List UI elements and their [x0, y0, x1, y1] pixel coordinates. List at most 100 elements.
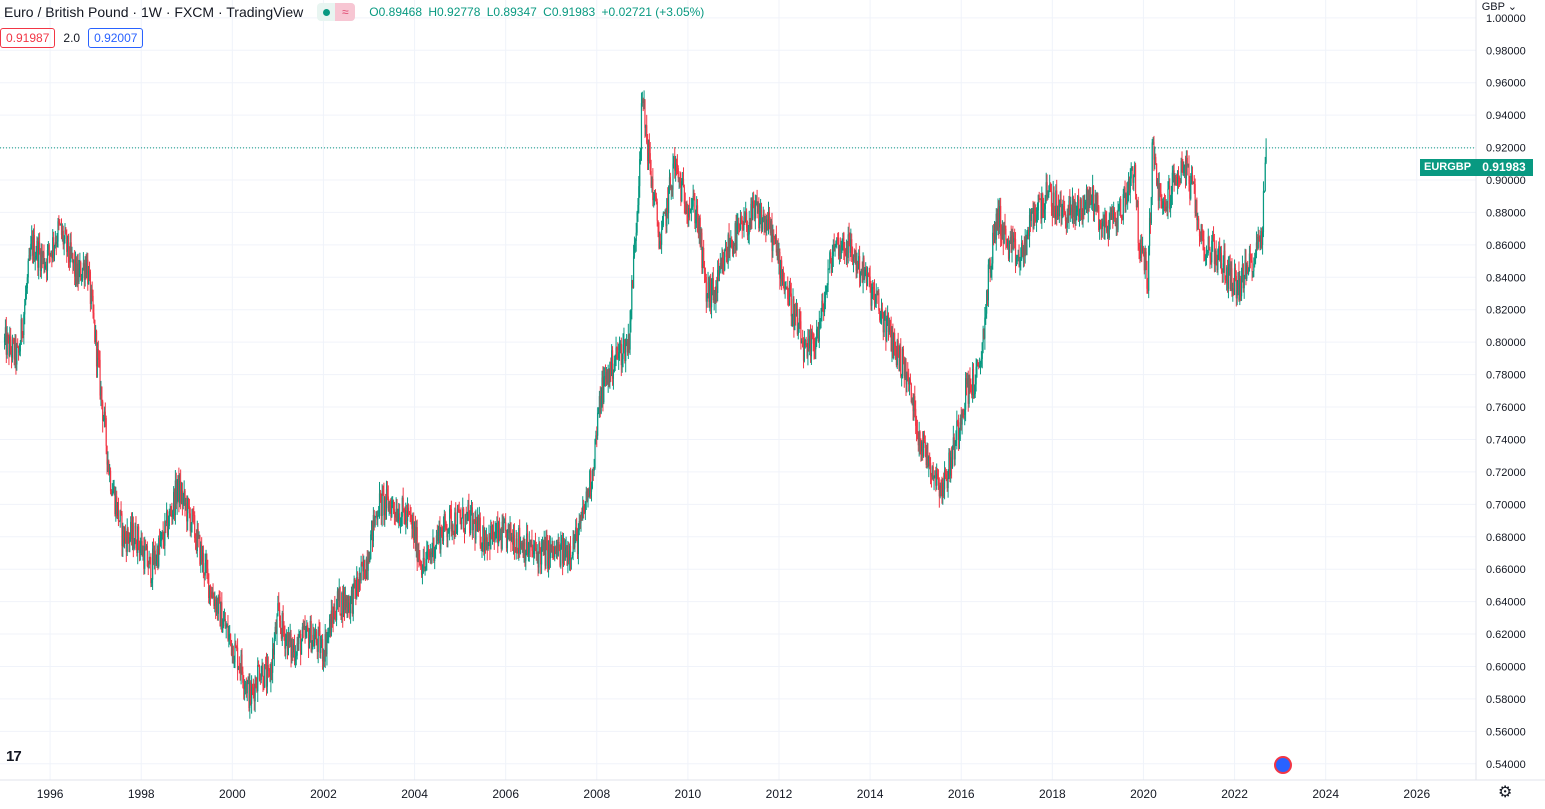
- candle-body: [290, 633, 292, 658]
- candle-body: [236, 647, 239, 670]
- candle-body: [93, 312, 95, 321]
- candle-body: [196, 529, 198, 551]
- candle-body: [270, 665, 272, 682]
- candle-body: [389, 502, 391, 506]
- candle-body: [1078, 195, 1080, 217]
- candle-body: [137, 526, 140, 546]
- candle-body: [634, 241, 636, 244]
- candle-body: [296, 643, 298, 656]
- time-axis[interactable]: 1996 1998 2000 2002 2004 2006 2008 2010 2012 2014…: [37, 787, 1431, 801]
- candle-body: [778, 252, 780, 263]
- candle-body: [1063, 206, 1065, 210]
- candle-body: [27, 260, 29, 278]
- candle-body: [1085, 188, 1088, 203]
- candle-body: [1054, 211, 1056, 220]
- candle-body: [3, 337, 6, 343]
- candle-body: [247, 678, 249, 683]
- candle-body: [952, 437, 954, 448]
- candle-body: [1202, 235, 1204, 240]
- candle-body: [824, 292, 827, 303]
- candle-body: [1199, 236, 1201, 241]
- candle-body: [1203, 239, 1205, 250]
- candle-body: [102, 401, 104, 421]
- candle-body: [793, 298, 795, 331]
- candle-body: [533, 550, 535, 555]
- candle-body: [640, 103, 643, 150]
- currency-selector[interactable]: GBP ⌄: [1481, 1, 1517, 13]
- candle-body: [1060, 199, 1062, 217]
- price-axis[interactable]: 1.000000.980000.960000.940000.920000.900…: [1486, 13, 1526, 771]
- candle-body: [307, 630, 310, 649]
- candle-body: [1159, 183, 1161, 193]
- candle-body: [239, 668, 241, 674]
- candle-body: [1134, 164, 1136, 176]
- candle-body: [1059, 199, 1061, 205]
- candle-body: [210, 596, 212, 598]
- candle-body: [342, 591, 345, 618]
- candle-body: [256, 686, 258, 692]
- candle-body: [757, 202, 759, 207]
- candle-body: [493, 540, 495, 541]
- change-value: +0.02721 (+3.05%): [601, 5, 705, 19]
- candle-body: [939, 485, 941, 497]
- candle-body: [1224, 250, 1226, 280]
- candle-body: [964, 409, 966, 415]
- candle-body: [984, 317, 986, 339]
- candle-body: [937, 478, 940, 486]
- candle-body: [218, 596, 220, 598]
- candle-body: [464, 514, 466, 533]
- price-tick-label: 0.56000: [1486, 726, 1526, 738]
- candle-body: [866, 273, 869, 287]
- grid-lines: [0, 0, 1476, 780]
- buy-button[interactable]: 0.92007: [88, 28, 144, 48]
- candle-body: [1253, 263, 1255, 272]
- candle-body: [505, 522, 507, 532]
- candle-body: [43, 252, 45, 269]
- candle-body: [1179, 178, 1181, 184]
- candle-body: [1097, 195, 1099, 207]
- tradingview-logo-icon[interactable]: 17: [6, 748, 22, 765]
- symbol-title[interactable]: Euro / British Pound · 1W · FXCM · Tradi…: [4, 4, 304, 20]
- candle-body: [806, 345, 808, 357]
- candle-body: [1186, 157, 1188, 166]
- candle-body: [278, 603, 280, 610]
- candle-body: [252, 687, 254, 691]
- candle-body: [1104, 212, 1106, 240]
- candle-body: [760, 210, 762, 214]
- candle-body: [1073, 200, 1075, 218]
- economic-event-icon[interactable]: [1274, 756, 1292, 774]
- candle-body: [1100, 225, 1102, 230]
- candle-body: [5, 327, 7, 355]
- sell-button[interactable]: 0.91987: [0, 28, 56, 48]
- candle-body: [491, 525, 493, 539]
- candle-body: [253, 690, 255, 702]
- candle-body: [1058, 204, 1060, 217]
- candle-body: [688, 208, 690, 218]
- candle-body: [829, 252, 831, 269]
- candle-body: [75, 257, 77, 285]
- candle-body: [979, 365, 981, 368]
- candle-body: [337, 591, 339, 601]
- candle-body: [556, 545, 558, 556]
- candle-body: [1043, 209, 1046, 214]
- price-tick-label: 0.64000: [1486, 597, 1526, 609]
- candle-body: [1031, 211, 1033, 213]
- status-pill[interactable]: ≈: [317, 3, 356, 21]
- settings-gear-icon[interactable]: ⚙: [1498, 784, 1513, 801]
- candle-body: [519, 527, 521, 549]
- candle-body: [274, 626, 276, 639]
- candle-body: [1062, 206, 1064, 210]
- candle-body: [543, 540, 545, 551]
- candle-body: [363, 560, 365, 572]
- candle-body: [1205, 253, 1208, 258]
- candle-body: [534, 542, 537, 548]
- candle-body: [627, 334, 629, 353]
- candle-body: [668, 186, 670, 214]
- candle-body: [1165, 206, 1167, 211]
- candle-body: [601, 377, 603, 399]
- candle-body: [48, 244, 50, 254]
- candle-body: [772, 234, 774, 252]
- candle-body: [471, 507, 473, 531]
- candle-body: [174, 480, 176, 516]
